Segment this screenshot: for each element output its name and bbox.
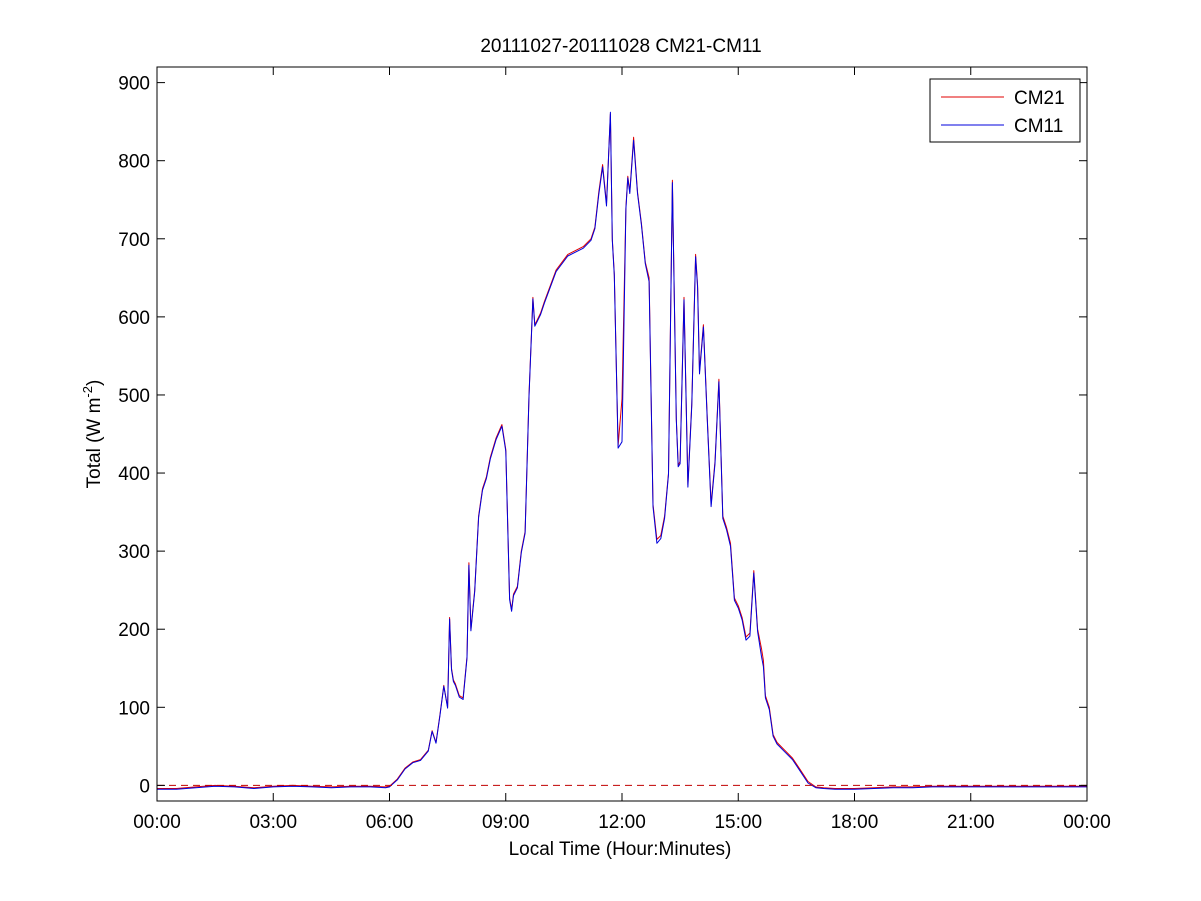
- y-tick-label: 300: [118, 542, 150, 563]
- plot-area: [157, 111, 1087, 790]
- y-tick-label: 500: [118, 386, 150, 407]
- x-tick-label: 21:00: [947, 812, 995, 833]
- x-tick-label: 00:00: [133, 812, 181, 833]
- x-axis-label: Local Time (Hour:Minutes): [509, 839, 732, 860]
- x-tick-label: 06:00: [366, 812, 414, 833]
- x-tick-label: 15:00: [714, 812, 762, 833]
- y-tick-label: 700: [118, 230, 150, 251]
- y-tick-label: 100: [118, 698, 150, 719]
- y-tick-label: 600: [118, 308, 150, 329]
- axes-ticks: 00:00 03:00 06:00 09:00 12:00 15:00 18:00 21:00…: [118, 67, 1111, 833]
- y-tick-label: 900: [118, 74, 150, 95]
- y-axis-label-main: Total (W m: [84, 398, 105, 489]
- x-tick-label: 09:00: [482, 812, 530, 833]
- x-tick-label: 00:00: [1063, 812, 1111, 833]
- legend-label-cm11: CM11: [1014, 116, 1063, 137]
- y-axis-label-superscript: -2: [80, 386, 95, 398]
- y-tick-label: 400: [118, 464, 150, 485]
- series-line-cm11: [157, 111, 1087, 790]
- x-tick-label: 18:00: [831, 812, 879, 833]
- y-tick-label: 0: [139, 776, 150, 797]
- x-tick-label: 12:00: [598, 812, 646, 833]
- legend-label-cm21: CM21: [1014, 88, 1065, 109]
- y-tick-label: 200: [118, 620, 150, 641]
- y-axis-label: Total (W m-2): [80, 380, 105, 489]
- legend: CM21 CM11: [929, 78, 1081, 143]
- y-tick-label: 800: [118, 152, 150, 173]
- legend-box: [929, 78, 1081, 143]
- chart-title: 20111027-20111028 CM21-CM11: [480, 36, 761, 57]
- y-axis-label-close: ): [84, 380, 105, 386]
- x-tick-label: 03:00: [249, 812, 297, 833]
